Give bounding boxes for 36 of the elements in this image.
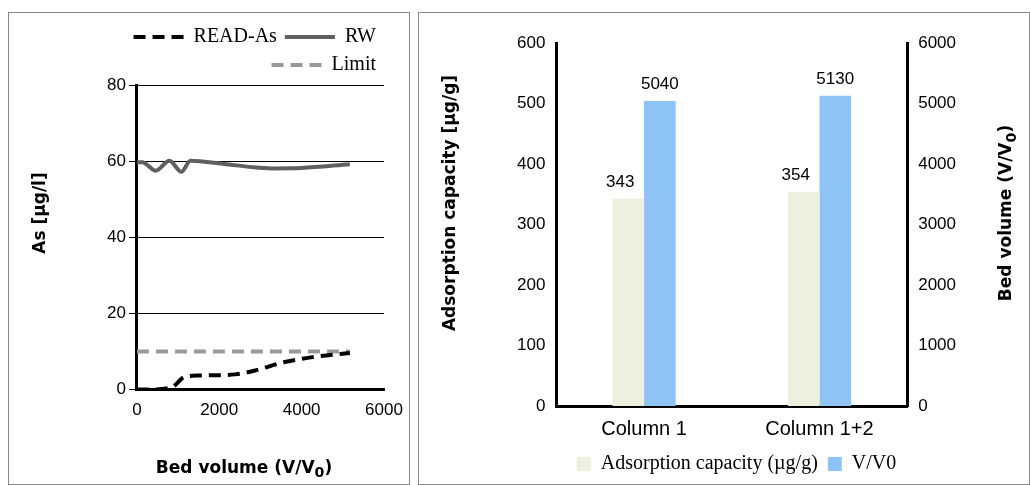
- y-tick-label: 0: [116, 379, 126, 399]
- data-label: 5040: [640, 74, 679, 94]
- y2-tick-label: 3000: [918, 214, 957, 234]
- y2-tick-label: 4000: [918, 153, 957, 173]
- y2-tick-label: 5000: [918, 93, 957, 113]
- x-tick-label: Column 1+2: [765, 416, 874, 439]
- line-series: [136, 158, 352, 174]
- y-tick-label: 20: [106, 303, 126, 323]
- legend-label: READ-As: [193, 24, 278, 47]
- data-label: 5130: [816, 68, 855, 88]
- y-tick-label: 300: [516, 214, 546, 234]
- y-tick-label: 100: [516, 335, 546, 355]
- x-tick-label: 6000: [365, 400, 403, 420]
- y2-tick-label: 2000: [918, 274, 957, 294]
- legend-label: Limit: [331, 52, 377, 75]
- y-tick-label: 500: [516, 93, 546, 113]
- y-axis-title: As [µg/l]: [29, 172, 49, 254]
- y-tick-label: 600: [516, 32, 546, 52]
- x-tick-label: 2000: [200, 400, 239, 420]
- y-axis-title: Adsorption capacity [µg/g]: [439, 74, 459, 332]
- y-tick-label: 200: [516, 274, 546, 294]
- y-tick-label: 400: [516, 153, 546, 173]
- y-tick-label: 80: [106, 74, 126, 94]
- y-tick-label: 40: [106, 226, 126, 246]
- x-tick-label: Column 1: [601, 416, 687, 439]
- x-tick-label: 4000: [282, 400, 321, 420]
- x-axis-title: Bed volume (V/V$_{0}$): [154, 456, 334, 480]
- data-label: 343: [606, 171, 635, 191]
- legend-label: V/V0: [851, 451, 897, 474]
- x-tick-label: 0: [132, 400, 142, 420]
- y-tick-label: 60: [106, 150, 126, 170]
- data-label: 354: [781, 165, 810, 185]
- legend-label: Adsorption capacity (µg/g): [600, 451, 818, 475]
- legend-label: RW: [344, 24, 377, 47]
- y2-tick-label: 6000: [918, 32, 957, 52]
- y2-tick-label: 1000: [918, 335, 957, 355]
